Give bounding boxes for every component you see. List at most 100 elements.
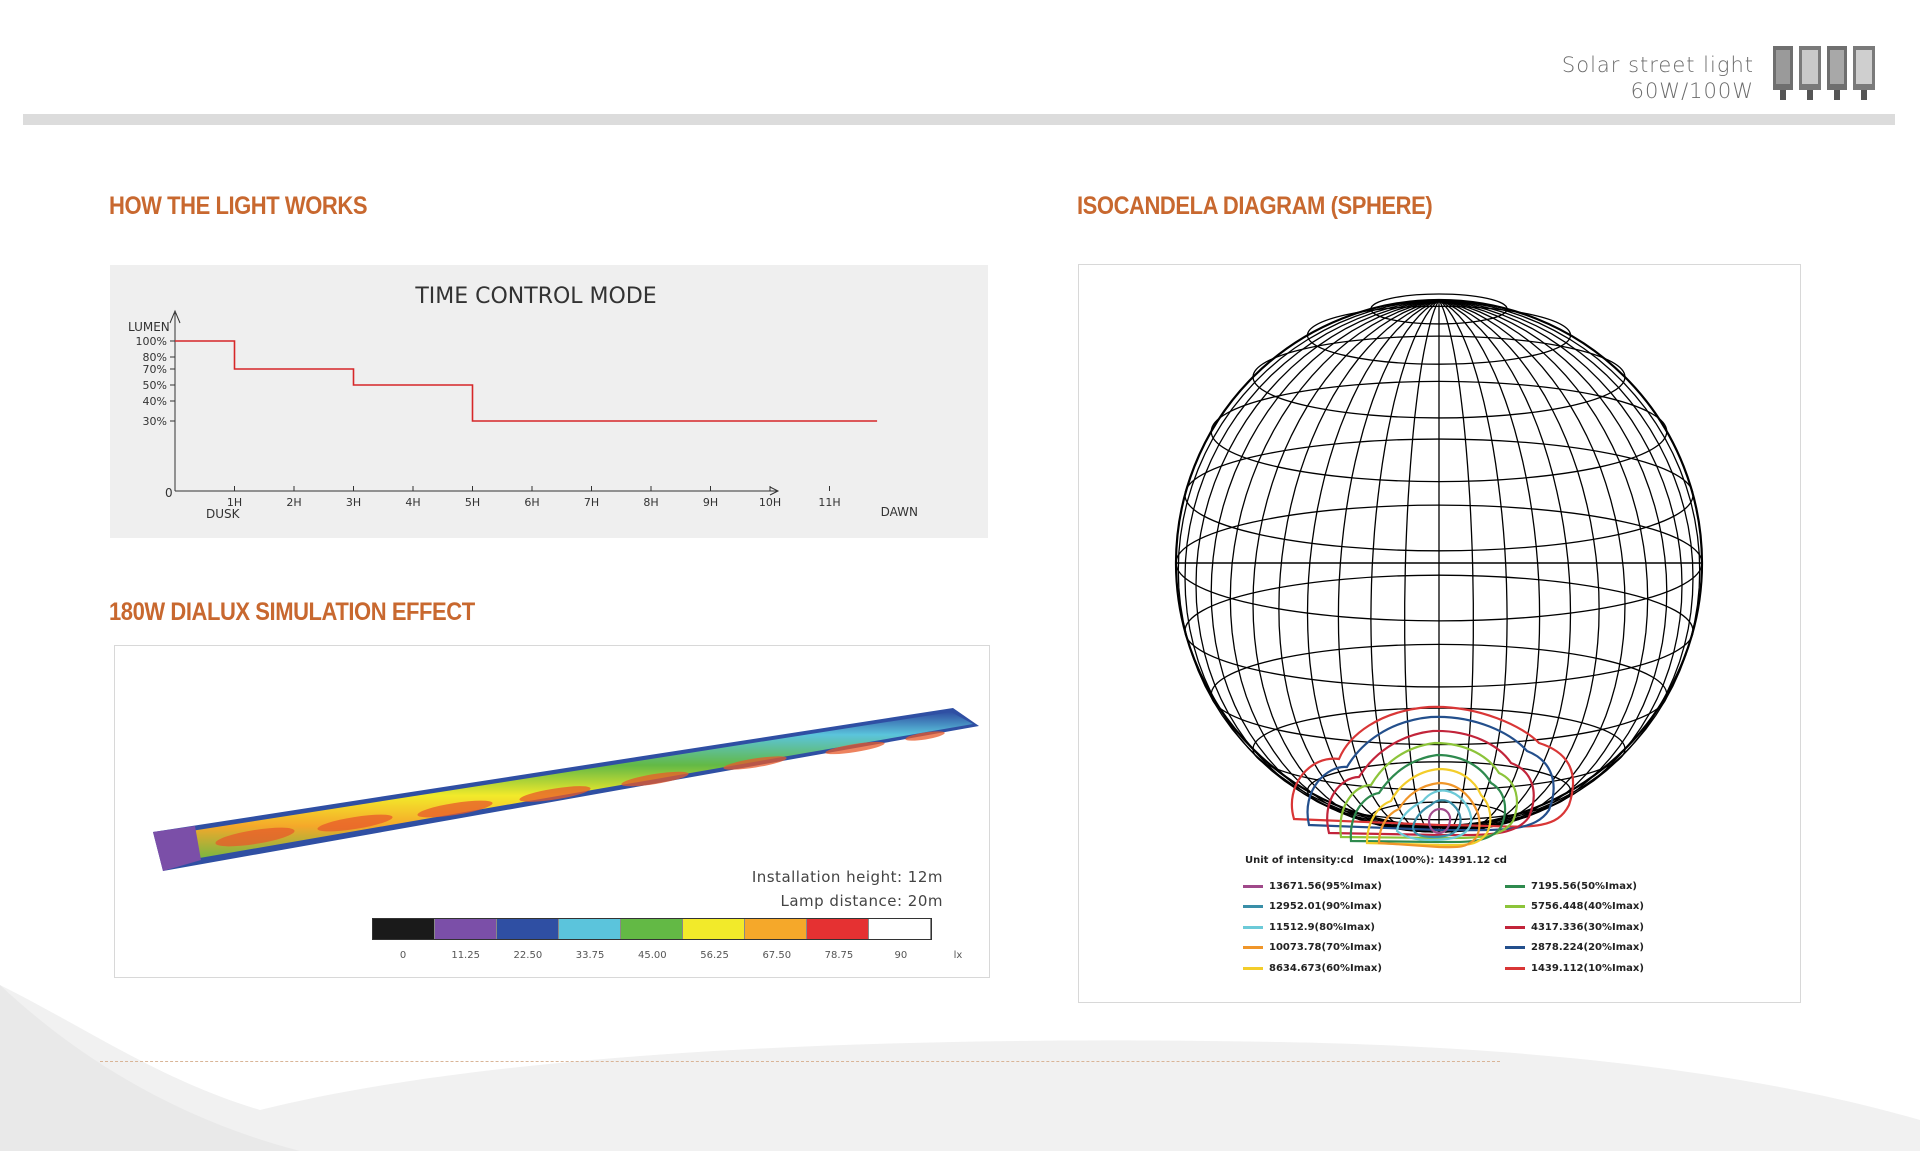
- x-tick-label: 10H: [759, 496, 781, 509]
- legend-item: 2878.224(20%Imax): [1505, 941, 1644, 955]
- time-control-panel: TIME CONTROL MODE LUMEN 0 DUSK DAWN 100%…: [110, 265, 988, 538]
- isocandela-contours: [1290, 705, 1575, 849]
- product-lamps-image: [1773, 46, 1875, 100]
- lux-scale-label: 22.50: [513, 950, 543, 961]
- contour-30pct: [1326, 729, 1535, 837]
- lux-scale-label: 33.75: [575, 950, 605, 961]
- x-tick-label: 8H: [643, 496, 658, 509]
- contour-20pct: [1306, 715, 1555, 832]
- lamp-distance-label: Lamp distance: 20m: [780, 892, 943, 910]
- brand-line1: Solar street light: [1561, 53, 1754, 77]
- contour-95pct: [1427, 807, 1452, 835]
- footer-dashed-divider: [100, 1061, 1500, 1062]
- legend-label: 4317.336(30%Imax): [1531, 921, 1644, 933]
- lux-scale-swatch: [807, 919, 869, 939]
- imax-label: Imax(100%): 14391.12 cd: [1363, 855, 1507, 866]
- legend-swatch: [1243, 884, 1263, 888]
- contour-10pct: [1290, 705, 1575, 828]
- legend-swatch: [1505, 966, 1525, 970]
- legend-label: 8634.673(60%Imax): [1269, 962, 1382, 974]
- y-ticks: 100% 80%70% 50% 40% 30%: [136, 335, 175, 428]
- legend-label: 12952.01(90%Imax): [1269, 901, 1382, 912]
- y-tick-label: 80%: [143, 351, 167, 364]
- y-tick-label: 100%: [136, 335, 167, 348]
- contour-50pct: [1349, 753, 1507, 844]
- lux-scale-swatch: [373, 919, 435, 939]
- legend-swatch: [1505, 884, 1525, 888]
- x-tick-label: 11H: [818, 496, 840, 509]
- lux-scale-label: 0: [399, 950, 407, 961]
- brand-line2: 60W/100W: [1630, 79, 1754, 103]
- y-tick-label: 50%: [143, 379, 167, 392]
- lux-scale-label: 45.00: [638, 950, 667, 961]
- legend-item: 11512.9(80%Imax): [1243, 920, 1375, 934]
- legend-label: 1439.112(10%Imax): [1531, 962, 1644, 974]
- legend-swatch: [1505, 905, 1525, 908]
- unit-of-intensity-label: Unit of intensity:cd: [1245, 855, 1354, 866]
- lux-color-scale: [372, 918, 932, 940]
- legend-label: 2878.224(20%Imax): [1531, 942, 1644, 953]
- lux-scale-label: lx: [953, 950, 963, 961]
- legend-label: 13671.56(95%Imax): [1269, 880, 1382, 892]
- contour-40pct: [1339, 741, 1518, 840]
- legend-swatch: [1505, 925, 1525, 929]
- x-end-label: DAWN: [881, 505, 918, 519]
- section-title-dialux: 180W DIALUX SIMULATION EFFECT: [109, 598, 475, 626]
- x-ticks: 1H 2H 3H 4H 5H 6H 7H 8H 9H 10H 11H: [227, 486, 841, 509]
- contour-60pct: [1365, 767, 1492, 847]
- x-tick-label: 1H: [227, 496, 242, 509]
- section-title-how-light-works: HOW THE LIGHT WORKS: [109, 192, 368, 220]
- lux-scale-swatch: [559, 919, 621, 939]
- contour-70pct: [1377, 781, 1481, 849]
- isocandela-sphere-diagram: [1174, 293, 1704, 849]
- lux-scale-swatch: [435, 919, 497, 939]
- lux-scale-swatch: [745, 919, 807, 939]
- time-control-chart: TIME CONTROL MODE LUMEN 0 DUSK DAWN 100%…: [128, 284, 918, 521]
- x-start-label: DUSK: [206, 507, 241, 521]
- origin-label: 0: [165, 486, 173, 500]
- lux-scale-label: 67.50: [762, 950, 792, 961]
- lux-scale-swatch: [497, 919, 559, 939]
- lux-scale-label: 90: [894, 950, 908, 961]
- dialux-simulation-image: [153, 708, 979, 871]
- section-title-isocandela: ISOCANDELA DIAGRAM (SPHERE): [1077, 192, 1433, 220]
- legend-item: 10073.78(70%Imax): [1243, 941, 1382, 955]
- contour-80pct: [1395, 789, 1473, 842]
- legend-label: 11512.9(80%Imax): [1269, 921, 1375, 933]
- lux-scale-label: 78.75: [824, 950, 854, 961]
- legend-item: 1439.112(10%Imax): [1505, 961, 1644, 975]
- x-tick-label: 9H: [703, 496, 718, 509]
- chart-axes: [169, 309, 780, 496]
- legend-swatch: [1243, 905, 1263, 908]
- legend-swatch: [1243, 925, 1263, 929]
- x-tick-label: 2H: [286, 496, 301, 509]
- contour-90pct: [1411, 799, 1462, 839]
- lux-scale-swatch: [683, 919, 745, 939]
- dialux-panel: Installation height: 12m Lamp distance: …: [114, 645, 990, 978]
- legend-item: 5756.448(40%Imax): [1505, 900, 1644, 914]
- brand-title: Solar street light 60W/100W: [1562, 52, 1754, 104]
- legend-label: 5756.448(40%Imax): [1531, 901, 1644, 912]
- lumen-series-line: [175, 340, 878, 422]
- legend-swatch: [1505, 946, 1525, 949]
- legend-item: 12952.01(90%Imax): [1243, 900, 1382, 914]
- legend-item: 8634.673(60%Imax): [1243, 961, 1382, 975]
- lux-scale-label: 11.25: [451, 950, 480, 961]
- lux-scale-swatch: [621, 919, 683, 939]
- legend-swatch: [1243, 966, 1263, 970]
- x-tick-label: 3H: [346, 496, 361, 509]
- x-tick-label: 6H: [524, 496, 539, 509]
- chart-title: TIME CONTROL MODE: [414, 284, 656, 309]
- header-bar: [23, 114, 1895, 125]
- x-tick-label: 7H: [584, 496, 599, 509]
- y-tick-label: 40%: [143, 395, 167, 408]
- installation-height-label: Installation height: 12m: [751, 868, 943, 886]
- legend-label: 10073.78(70%Imax): [1269, 942, 1382, 953]
- lux-scale-label: 56.25: [700, 950, 729, 961]
- legend-swatch: [1243, 946, 1263, 949]
- legend-item: 13671.56(95%Imax): [1243, 879, 1382, 893]
- isocandela-panel: Unit of intensity:cd Imax(100%): 14391.1…: [1078, 264, 1801, 1003]
- y-axis-label: LUMEN: [128, 320, 170, 334]
- legend-item: 7195.56(50%Imax): [1505, 879, 1637, 893]
